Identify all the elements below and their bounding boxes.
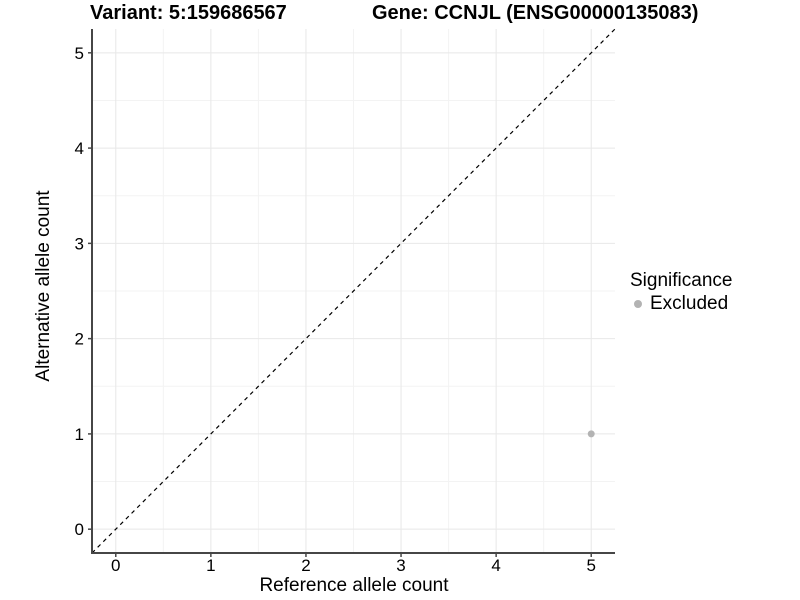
x-tick-label: 3 [396, 556, 405, 575]
x-tick-label: 2 [301, 556, 310, 575]
y-tick-label: 0 [75, 520, 84, 539]
legend-item-label: Excluded [650, 293, 729, 314]
variant-title: Variant: 5:159686567 [90, 2, 287, 24]
legend-item-excluded: Excluded [630, 292, 732, 315]
legend-title: Significance [630, 270, 733, 291]
x-tick-label: 1 [206, 556, 215, 575]
y-axis-title: Alternative allele count [33, 190, 54, 382]
x-tick-label: 0 [111, 556, 120, 575]
y-tick-label: 5 [75, 44, 84, 63]
y-tick-label: 2 [75, 330, 84, 349]
data-point [587, 430, 595, 438]
y-tick-label: 1 [75, 425, 84, 444]
x-tick-label: 5 [586, 556, 595, 575]
legend-point-swatch [634, 299, 642, 308]
gene-title: Gene: CCNJL (ENSG00000135083) [372, 2, 699, 24]
y-tick-label: 4 [75, 139, 84, 158]
y-tick-label: 3 [75, 234, 84, 253]
x-axis-title: Reference allele count [259, 575, 449, 596]
legend: Significance Excluded [630, 269, 732, 315]
x-tick-label: 4 [491, 556, 500, 575]
identity-line [91, 28, 616, 554]
